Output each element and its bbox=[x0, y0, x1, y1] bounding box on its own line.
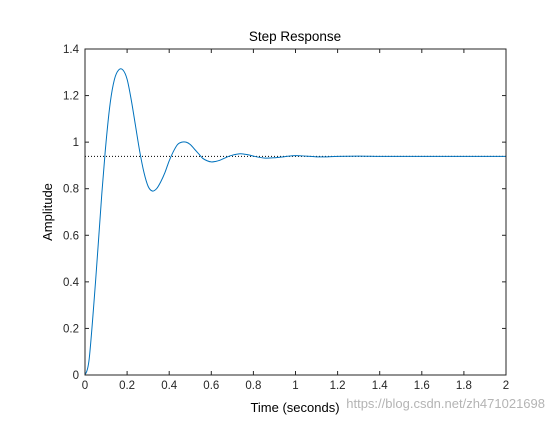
y-tick-label: 0.6 bbox=[63, 230, 79, 242]
chart-title: Step Response bbox=[249, 29, 341, 44]
y-tick-label: 0.2 bbox=[63, 323, 79, 335]
x-tick-label: 0.6 bbox=[203, 380, 219, 392]
y-tick-label: 0 bbox=[73, 370, 79, 382]
y-tick-labels: 0 0.2 0.4 0.6 0.8 1 1.2 1.4 bbox=[63, 44, 80, 382]
x-tick-label: 1.4 bbox=[372, 380, 389, 392]
y-tick-label: 1 bbox=[73, 137, 79, 149]
y-tick-label: 0.4 bbox=[63, 277, 80, 289]
x-tick-label: 1 bbox=[292, 380, 298, 392]
step-response-line bbox=[84, 68, 506, 376]
y-tick-label: 1.4 bbox=[63, 44, 80, 56]
x-tick-label: 2 bbox=[503, 380, 509, 392]
plot-area bbox=[85, 49, 506, 375]
y-tick-label: 0.8 bbox=[63, 184, 79, 196]
axes-box bbox=[84, 48, 507, 376]
series-layer bbox=[84, 68, 506, 376]
x-tick-label: 1.6 bbox=[414, 380, 430, 392]
y-axis-label: Amplitude bbox=[40, 183, 55, 241]
x-tick-label: 1.8 bbox=[456, 380, 472, 392]
x-tick-label: 0.8 bbox=[245, 380, 261, 392]
x-tick-label: 0.2 bbox=[119, 380, 135, 392]
x-tick-labels: 0 0.2 0.4 0.6 0.8 1 1.2 1.4 1.6 1.8 2 bbox=[82, 380, 509, 392]
x-axis-label: Time (seconds) bbox=[250, 400, 339, 415]
x-tick-label: 0 bbox=[82, 380, 88, 392]
watermark-text: https://blog.csdn.net/zh471021698 bbox=[346, 396, 545, 411]
x-tick-label: 1.2 bbox=[330, 380, 346, 392]
x-tick-label: 0.4 bbox=[161, 380, 178, 392]
y-tick-label: 1.2 bbox=[63, 91, 79, 103]
